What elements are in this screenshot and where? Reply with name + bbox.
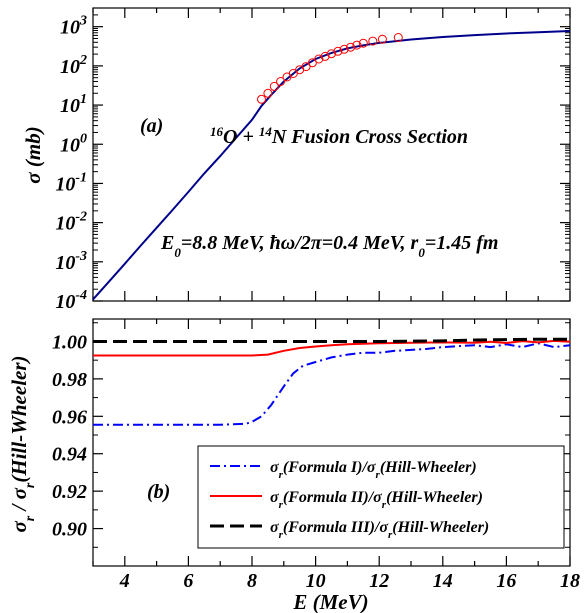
panel-a-data-point	[276, 77, 286, 86]
panel-a-data-point	[377, 34, 387, 44]
panel-a-series	[92, 30, 571, 301]
panel-b-ytick-label: 0.94	[52, 444, 87, 466]
panel-b-ylabel: σr / σr(Hill-Wheeler)	[7, 355, 38, 532]
panel-a-data-point	[263, 88, 273, 98]
panel-b-ytick-label: 0.96	[52, 406, 87, 428]
panel-a-data-point	[393, 33, 403, 42]
panel-b-xtick-label: 8	[247, 570, 257, 592]
legend-entry-2: σr(Formula II)/σr(Hill-Wheeler)	[270, 489, 483, 511]
panel-a-ytick-label: 10-3	[55, 249, 87, 274]
panel-a-theory-line	[92, 30, 571, 301]
panel-b-ytick-label: 1.00	[52, 331, 87, 353]
title-mass-2: 14	[259, 124, 273, 139]
panel-b-xtick-label: 14	[433, 570, 453, 592]
formula-1-ratio-line	[93, 342, 571, 426]
panel-a-ytick-label: 10-2	[55, 210, 87, 235]
panel-a-data-point	[339, 44, 349, 54]
panel-a-data-point	[320, 51, 330, 61]
title-element-2: N Fusion Cross Section	[271, 126, 468, 148]
panel-b-xtick-label: 4	[119, 570, 130, 592]
panel-b-ticks: 4 6 8 10 12 14 16 18 0.90 0.92 0.94 0.96 0.98 1.00	[52, 319, 580, 592]
panel-a-data-point	[257, 94, 266, 104]
panel-b-label: (b)	[147, 481, 170, 503]
panel-a-data-point	[269, 81, 279, 91]
panel-b-frame	[92, 318, 571, 567]
formula-3-ratio-line	[93, 337, 570, 343]
legend: σr(Formula I)/σr(Hill-Wheeler) σr(Formula…	[197, 445, 565, 549]
panel-b: 4 6 8 10 12 14 16 18 0.90 0.92 0.94 0.96 0.98 1.00 σr…	[7, 318, 580, 613]
panel-a-ticks: 10-4 10-3 10-2 10-1 100 101 102 103	[55, 7, 571, 313]
formula-2-ratio-line	[93, 339, 571, 357]
panel-a-label: (a)	[140, 115, 163, 137]
panel-a-data-point	[352, 40, 362, 50]
panel-a-ytick-label: 100	[60, 131, 87, 156]
panel-b-xlabel: E (MeV)	[292, 590, 368, 613]
panel-a-data-point	[358, 38, 368, 48]
panel-b-xtick-label: 12	[369, 570, 389, 592]
panel-b-xtick-label: 16	[496, 570, 516, 592]
panel-a-data-point	[327, 49, 336, 59]
panel-b-ytick-label: 0.92	[52, 481, 87, 503]
title-element-1: O +	[223, 126, 259, 148]
panel-a-title: 16O + 14N Fusion Cross Section	[210, 124, 468, 149]
panel-a-ytick-label: 10-1	[55, 170, 87, 195]
panel-a-ytick-label: 10-4	[55, 288, 87, 313]
panel-a-data-point	[346, 42, 356, 52]
panel-b-xtick-label: 18	[560, 570, 580, 592]
panel-a-ytick-label: 102	[60, 53, 87, 78]
title-mass-1: 16	[210, 124, 224, 139]
panel-a-params: E0=8.8 MeV, ħω/2π=0.4 MeV, r0=1.45 fm	[160, 232, 498, 260]
panel-a-ylabel: σ (mb)	[21, 126, 45, 183]
panel-b-ytick-label: 0.98	[52, 369, 87, 391]
panel-b-xtick-label: 6	[183, 570, 193, 592]
panel-a-ytick-label: 101	[60, 92, 87, 117]
panel-a-data-point	[314, 54, 324, 64]
panel-a-frame	[92, 7, 571, 302]
legend-entry-3: σr(Formula III)/σr(Hill-Wheeler)	[270, 519, 489, 541]
panel-a-data-point	[333, 46, 343, 56]
panel-a-data-point	[368, 36, 378, 46]
panel-b-series	[93, 337, 571, 426]
legend-entry-1: σr(Formula I)/σr(Hill-Wheeler)	[270, 459, 477, 481]
panel-b-xtick-label: 10	[306, 570, 326, 592]
panel-b-ytick-label: 0.90	[52, 519, 87, 541]
panel-a-ytick-label: 103	[60, 14, 87, 39]
